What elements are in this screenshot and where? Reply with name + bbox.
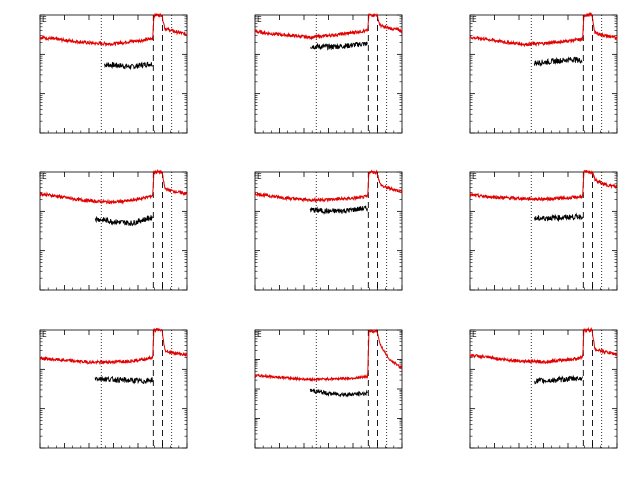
lld-trace xyxy=(39,168,188,205)
corner-e-label: E xyxy=(257,172,262,181)
lld-trace xyxy=(254,13,403,41)
detector-panel-9: E xyxy=(469,326,618,449)
events-trace xyxy=(94,375,153,385)
events-trace xyxy=(103,61,153,71)
plot-frame xyxy=(39,14,188,134)
corner-e-label: E xyxy=(472,330,477,339)
events-trace xyxy=(533,212,583,222)
detector-panel-5: E xyxy=(254,169,403,291)
events-trace xyxy=(533,374,583,385)
plot-frame xyxy=(469,171,618,291)
lld-trace xyxy=(254,328,403,383)
plot-frame xyxy=(254,329,403,449)
detector-panel-7: E xyxy=(39,327,188,449)
events-trace xyxy=(310,41,368,51)
corner-e-label: E xyxy=(42,330,47,339)
corner-e-label: E xyxy=(257,15,262,24)
corner-e-label: E xyxy=(472,172,477,181)
lld-trace xyxy=(469,169,618,203)
lld-trace xyxy=(39,327,188,366)
events-trace xyxy=(94,214,153,227)
detector-panel-1: E xyxy=(39,12,188,134)
plot-frame xyxy=(254,171,403,291)
lld-trace xyxy=(254,169,403,203)
detector-panel-4: E xyxy=(39,168,188,291)
detector-panel-3: E xyxy=(469,11,618,134)
corner-e-label: E xyxy=(42,172,47,181)
detector-panel-2: E xyxy=(254,13,403,134)
plot-frame xyxy=(39,171,188,291)
lld-trace xyxy=(469,11,618,48)
events-trace xyxy=(309,205,368,215)
detector-panel-6: E xyxy=(469,169,618,291)
detector-panel-8: E xyxy=(254,328,403,449)
corner-e-label: E xyxy=(42,15,47,24)
lld-trace xyxy=(39,12,188,48)
lld-trace xyxy=(469,326,618,365)
corner-e-label: E xyxy=(257,330,262,339)
events-trace xyxy=(533,56,583,67)
corner-e-label: E xyxy=(472,15,477,24)
events-trace xyxy=(309,388,368,398)
